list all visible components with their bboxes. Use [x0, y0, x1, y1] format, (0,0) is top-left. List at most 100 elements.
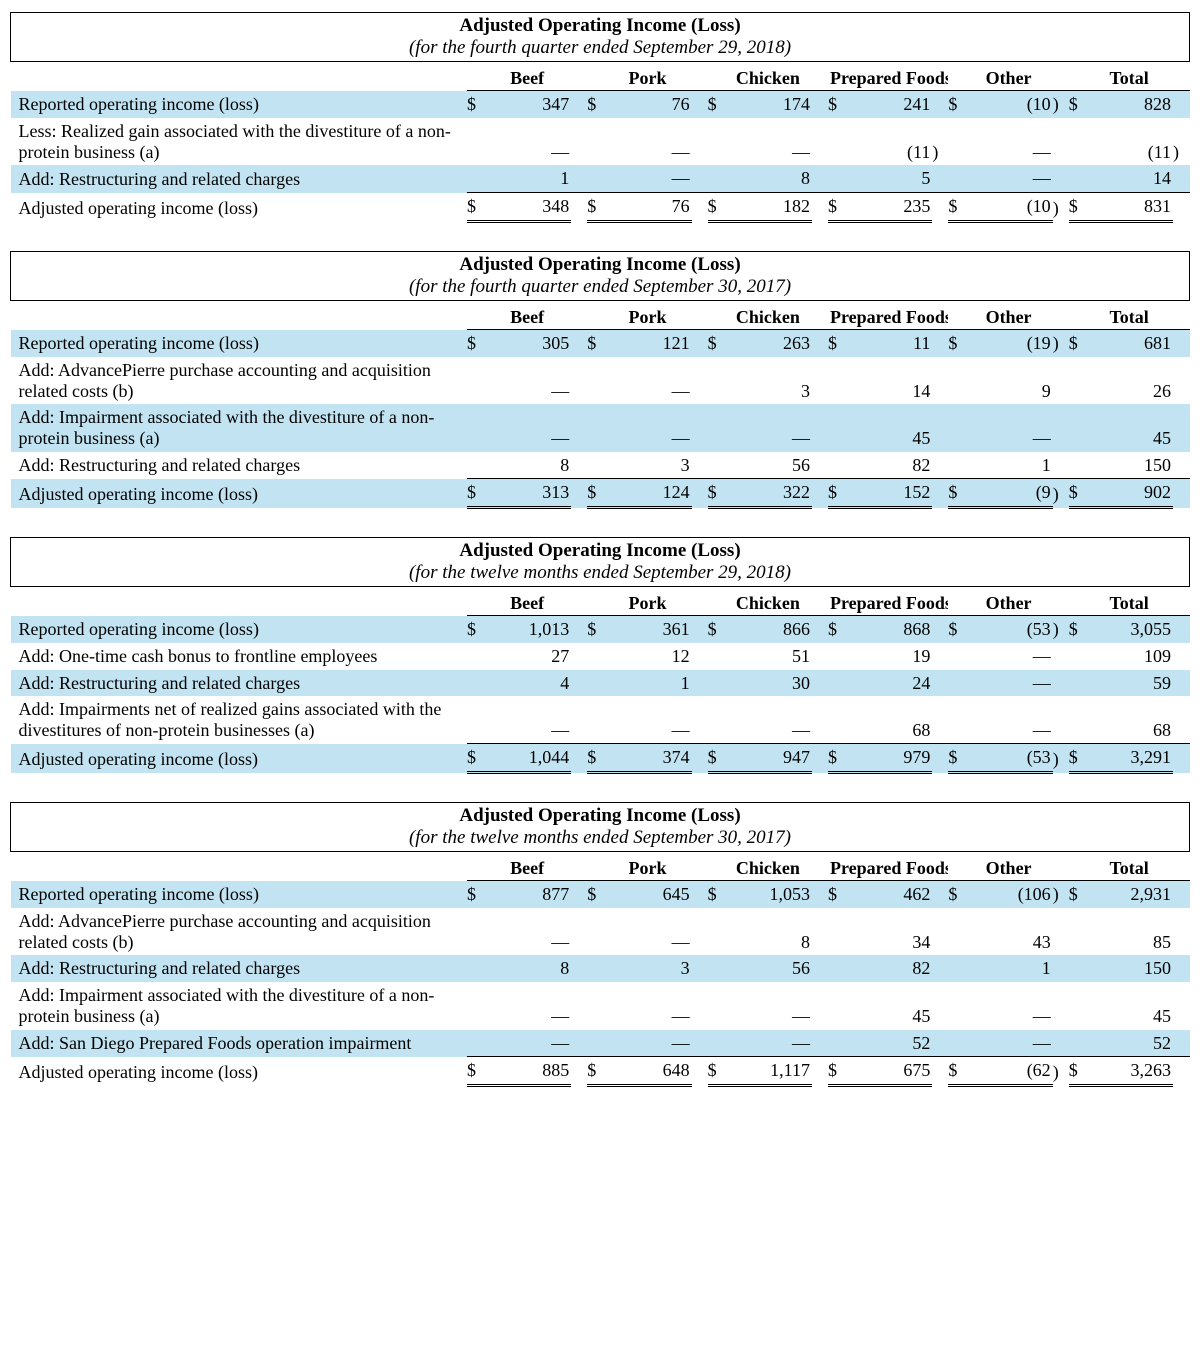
cell-value: 1 — [605, 670, 691, 697]
currency-symbol: $ — [948, 330, 966, 357]
cell-suffix — [932, 452, 948, 479]
row-label: Add: AdvancePierre purchase accounting a… — [11, 357, 467, 404]
cell-suffix — [692, 696, 708, 743]
cell-value: — — [605, 357, 691, 404]
currency-symbol — [587, 643, 605, 670]
cell-value: 8 — [485, 452, 571, 479]
column-header: Chicken — [708, 851, 828, 881]
cell-value: 34 — [846, 908, 932, 955]
table-row: Adjusted operating income (loss)$885$648… — [11, 1057, 1190, 1086]
cell-value: — — [605, 696, 691, 743]
currency-symbol: $ — [587, 1057, 605, 1086]
cell-value: — — [485, 908, 571, 955]
currency-symbol — [828, 696, 846, 743]
table: Adjusted Operating Income (Loss)(for the… — [10, 802, 1190, 1087]
currency-symbol — [828, 452, 846, 479]
cell-value: — — [966, 165, 1052, 192]
currency-symbol — [1069, 696, 1087, 743]
currency-symbol — [1069, 643, 1087, 670]
cell-suffix — [932, 91, 948, 118]
cell-value: (19 — [966, 330, 1052, 357]
cell-value: 885 — [485, 1057, 571, 1086]
currency-symbol — [948, 696, 966, 743]
currency-symbol — [948, 670, 966, 697]
cell-value: (53 — [966, 616, 1052, 643]
currency-symbol: $ — [1069, 744, 1087, 773]
cell-suffix — [812, 744, 828, 773]
currency-symbol — [467, 696, 485, 743]
cell-value: 43 — [966, 908, 1052, 955]
cell-value: — — [726, 1030, 812, 1057]
cell-suffix — [692, 670, 708, 697]
column-header: Total — [1069, 61, 1190, 91]
cell-suffix — [932, 643, 948, 670]
cell-value: — — [605, 118, 691, 165]
table-row: Add: AdvancePierre purchase accounting a… — [11, 908, 1190, 955]
cell-value: 4 — [485, 670, 571, 697]
cell-value: 3 — [605, 452, 691, 479]
currency-symbol: $ — [708, 330, 726, 357]
table: Adjusted Operating Income (Loss)(for the… — [10, 537, 1190, 774]
cell-suffix — [692, 908, 708, 955]
cell-value: 235 — [846, 193, 932, 222]
cell-value: 866 — [726, 616, 812, 643]
cell-suffix: ) — [932, 118, 948, 165]
cell-value: 1 — [485, 165, 571, 192]
currency-symbol — [587, 165, 605, 192]
table-row: Adjusted operating income (loss)$313$124… — [11, 479, 1190, 508]
currency-symbol — [1069, 452, 1087, 479]
cell-suffix — [932, 404, 948, 451]
cell-value: 26 — [1087, 357, 1173, 404]
cell-suffix — [1173, 982, 1189, 1029]
table-title: Adjusted Operating Income (Loss) — [11, 251, 1190, 275]
currency-symbol — [708, 357, 726, 404]
cell-value: 5 — [846, 165, 932, 192]
currency-symbol — [708, 696, 726, 743]
cell-suffix — [932, 696, 948, 743]
cell-suffix — [571, 982, 587, 1029]
currency-symbol: $ — [828, 330, 846, 357]
cell-value: — — [966, 118, 1052, 165]
table-row: Reported operating income (loss)$1,013$3… — [11, 616, 1190, 643]
currency-symbol — [948, 165, 966, 192]
currency-symbol — [587, 404, 605, 451]
table-row: Reported operating income (loss)$877$645… — [11, 881, 1190, 908]
table-subtitle: (for the twelve months ended September 3… — [11, 827, 1190, 851]
currency-symbol — [587, 118, 605, 165]
financial-table: Adjusted Operating Income (Loss)(for the… — [10, 12, 1190, 223]
table: Adjusted Operating Income (Loss)(for the… — [10, 12, 1190, 223]
table-row: Add: Impairments net of realized gains a… — [11, 696, 1190, 743]
cell-suffix — [1173, 165, 1189, 192]
table-title: Adjusted Operating Income (Loss) — [11, 13, 1190, 37]
cell-suffix — [1053, 696, 1069, 743]
cell-suffix — [692, 1057, 708, 1086]
currency-symbol — [948, 643, 966, 670]
cell-value: 182 — [726, 193, 812, 222]
cell-suffix: ) — [1053, 616, 1069, 643]
currency-symbol: $ — [587, 744, 605, 773]
table-row: Add: Impairment associated with the dive… — [11, 982, 1190, 1029]
currency-symbol — [708, 955, 726, 982]
row-label: Reported operating income (loss) — [11, 881, 467, 908]
cell-suffix — [932, 165, 948, 192]
cell-value: — — [485, 982, 571, 1029]
blank-header — [11, 61, 467, 91]
cell-value: 374 — [605, 744, 691, 773]
currency-symbol — [828, 165, 846, 192]
currency-symbol — [467, 118, 485, 165]
cell-suffix: ) — [1053, 744, 1069, 773]
currency-symbol — [708, 982, 726, 1029]
cell-suffix — [932, 1057, 948, 1086]
cell-value: 3 — [605, 955, 691, 982]
cell-value: — — [966, 670, 1052, 697]
currency-symbol: $ — [948, 479, 966, 508]
cell-value: 27 — [485, 643, 571, 670]
cell-value: 648 — [605, 1057, 691, 1086]
cell-suffix — [932, 982, 948, 1029]
cell-suffix — [692, 404, 708, 451]
cell-suffix: ) — [1053, 330, 1069, 357]
cell-value: 45 — [846, 404, 932, 451]
cell-suffix — [571, 643, 587, 670]
cell-value: 1 — [966, 955, 1052, 982]
cell-value: 313 — [485, 479, 571, 508]
